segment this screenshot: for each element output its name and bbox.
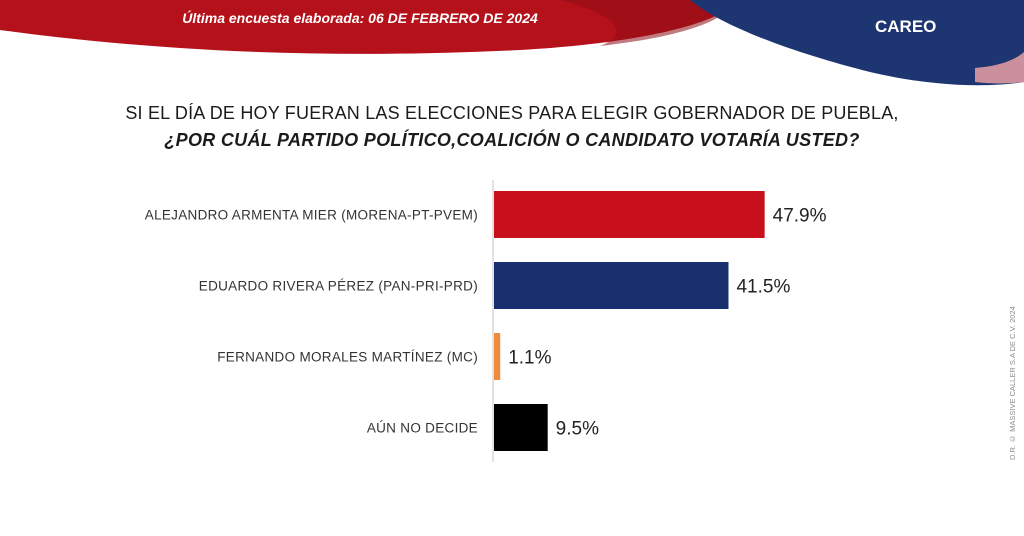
bar-0	[494, 191, 765, 238]
value-label-1: 41.5%	[736, 277, 790, 298]
value-label-3: 9.5%	[556, 419, 599, 440]
header-red-shape	[0, 0, 735, 54]
category-label-2: FERNANDO MORALES MARTÍNEZ (MC)	[217, 350, 478, 365]
copyright-note: D.R. © MASSIVE CALLER S.A DE C.V. 2024	[1008, 306, 1017, 460]
value-label-2: 1.1%	[508, 348, 551, 369]
header-pink-accent	[975, 52, 1024, 84]
header-red-shade	[560, 0, 735, 46]
survey-date: Última encuesta elaborada: 06 DE FEBRERO…	[182, 10, 538, 26]
header-navy-shape	[690, 0, 1024, 86]
value-label-0: 47.9%	[773, 206, 827, 227]
header-background	[0, 0, 1024, 86]
bar-1	[494, 262, 729, 309]
bar-3	[494, 404, 548, 451]
category-label-0: ALEJANDRO ARMENTA MIER (MORENA-PT-PVEM)	[145, 208, 478, 223]
category-label-3: AÚN NO DECIDE	[367, 421, 478, 436]
question-line-2: ¿POR CUÁL PARTIDO POLÍTICO,COALICIÓN O C…	[164, 130, 860, 150]
brand-tag: CAREO	[875, 17, 937, 36]
question-line-1: SI EL DÍA DE HOY FUERAN LAS ELECCIONES P…	[125, 103, 899, 123]
bar-2	[494, 333, 501, 380]
category-label-1: EDUARDO RIVERA PÉREZ (PAN-PRI-PRD)	[199, 279, 478, 294]
